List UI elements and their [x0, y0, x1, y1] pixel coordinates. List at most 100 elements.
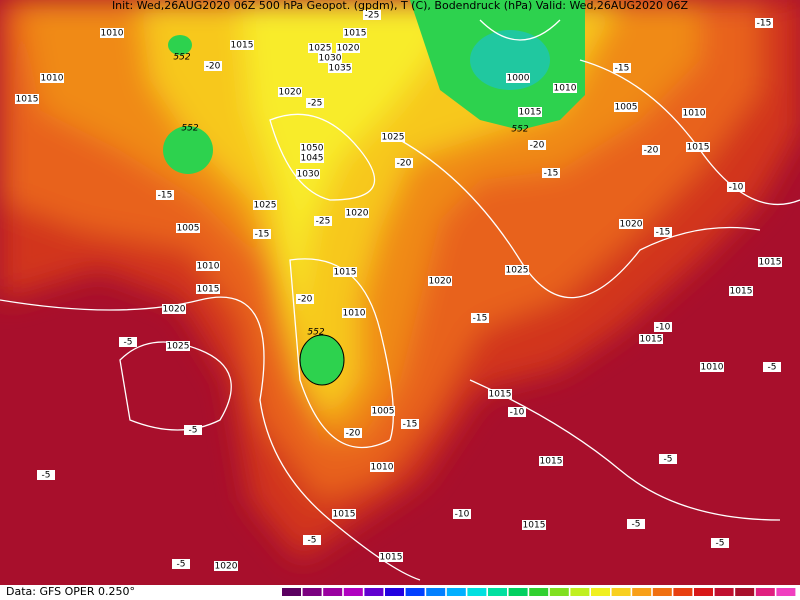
temperature-label-bg [627, 519, 645, 529]
geopotential-label: 552 [181, 124, 198, 134]
temperature-field [0, 0, 800, 585]
pressure-label-bg [214, 561, 238, 571]
pressure-label-bg [682, 108, 706, 118]
pressure-label-bg [371, 406, 395, 416]
pressure-label-bg [619, 219, 643, 229]
pressure-label-bg [381, 132, 405, 142]
temperature-label-bg [711, 538, 729, 548]
temperature-label-bg [453, 509, 471, 519]
map-title: Init: Wed,26AUG2020 06Z 500 hPa Geopot. … [112, 0, 689, 12]
temperature-label-bg [471, 313, 489, 323]
pressure-label: 1010 [101, 29, 124, 39]
pressure-label-bg [553, 83, 577, 93]
pressure-label: 1015 [334, 268, 357, 278]
temperature-label: -20 [298, 295, 313, 305]
temperature-label: -10 [455, 510, 470, 520]
pressure-label: 1020 [215, 562, 238, 572]
temperature-label: -10 [510, 408, 525, 418]
pressure-label: 1025 [254, 201, 277, 211]
temperature-label-bg [763, 362, 781, 372]
pressure-label-bg [166, 341, 190, 351]
pressure-label: 1015 [759, 258, 782, 268]
pressure-label: 1015 [730, 287, 753, 297]
temperature-label-bg [654, 322, 672, 332]
color-scale-cell [302, 588, 322, 596]
temperature-label: -15 [255, 230, 270, 240]
data-source: Data: GFS OPER 0.250° [6, 585, 135, 598]
temperature-label-bg [156, 190, 174, 200]
pressure-label-bg [700, 362, 724, 372]
pressure-label-bg [506, 73, 530, 83]
pressure-label-bg [196, 284, 220, 294]
color-scale-cell [652, 588, 672, 596]
color-scale-cell [405, 588, 425, 596]
pressure-label: 1025 [382, 133, 405, 143]
temperature-label: -15 [656, 228, 671, 238]
color-scale-cell [735, 588, 755, 596]
pressure-label-bg [296, 169, 320, 179]
color-scale-cell [467, 588, 487, 596]
pressure-label-bg [370, 462, 394, 472]
color-scale [282, 588, 796, 596]
color-scale-cell [549, 588, 569, 596]
pressure-label: 1035 [329, 64, 352, 74]
pressure-label: 1020 [163, 305, 186, 315]
pressure-label: 1010 [343, 309, 366, 319]
temperature-label: -10 [656, 323, 671, 333]
pressure-label: 1015 [523, 521, 546, 531]
pressure-label: 1010 [41, 74, 64, 84]
pressure-label: 1020 [346, 209, 369, 219]
pressure-label: 1025 [167, 342, 190, 352]
pressure-label-bg [518, 107, 542, 117]
pressure-label-bg [300, 143, 324, 153]
color-scale-cell [570, 588, 590, 596]
temperature-label-bg [613, 63, 631, 73]
color-scale-cell [776, 588, 796, 596]
temperature-label: -20 [397, 159, 412, 169]
temperature-label-bg [727, 182, 745, 192]
temperature-label-bg [508, 407, 526, 417]
pressure-label-bg [308, 43, 332, 53]
color-scale-cell [673, 588, 693, 596]
temperature-label: -15 [158, 191, 173, 201]
temperature-label-bg [401, 419, 419, 429]
color-scale-cell [488, 588, 507, 596]
pressure-label: 1015 [197, 285, 220, 295]
pressure-label: 1015 [231, 41, 254, 51]
pressure-label-bg [342, 308, 366, 318]
temperature-label-bg [755, 18, 773, 28]
color-scale-cell [611, 588, 631, 596]
pressure-label-bg [488, 389, 512, 399]
temperature-label-bg [654, 227, 672, 237]
color-scale-cell [694, 588, 713, 596]
temperature-label: -5 [124, 338, 133, 348]
pressure-label: 1020 [620, 220, 643, 230]
pressure-label-bg [336, 43, 360, 53]
pressure-label-bg [332, 509, 356, 519]
pressure-label-bg [539, 456, 563, 466]
pressure-label-bg [196, 261, 220, 271]
temperature-label-bg [528, 140, 546, 150]
color-scale-cell [385, 588, 404, 596]
pressure-label: 1015 [333, 510, 356, 520]
pressure-label: 1025 [506, 266, 529, 276]
pressure-label: 1050 [301, 144, 324, 154]
pressure-label: 1015 [489, 390, 512, 400]
temperature-label: -20 [530, 141, 545, 151]
pressure-label: 1015 [640, 335, 663, 345]
color-scale-cell [755, 588, 775, 596]
temperature-label: -15 [615, 64, 630, 74]
color-scale-cell [323, 588, 343, 596]
temperature-label-bg [204, 61, 222, 71]
temperature-label: -5 [632, 520, 641, 530]
color-scale-cell [632, 588, 652, 596]
temperature-label-bg [395, 158, 413, 168]
pressure-label: 1015 [344, 29, 367, 39]
temperature-label-bg [296, 294, 314, 304]
temperature-label: -20 [206, 62, 221, 72]
temperature-label: -5 [189, 426, 198, 436]
pressure-label: 1000 [507, 74, 530, 84]
pressure-label-bg [639, 334, 663, 344]
temperature-label-bg [314, 216, 332, 226]
